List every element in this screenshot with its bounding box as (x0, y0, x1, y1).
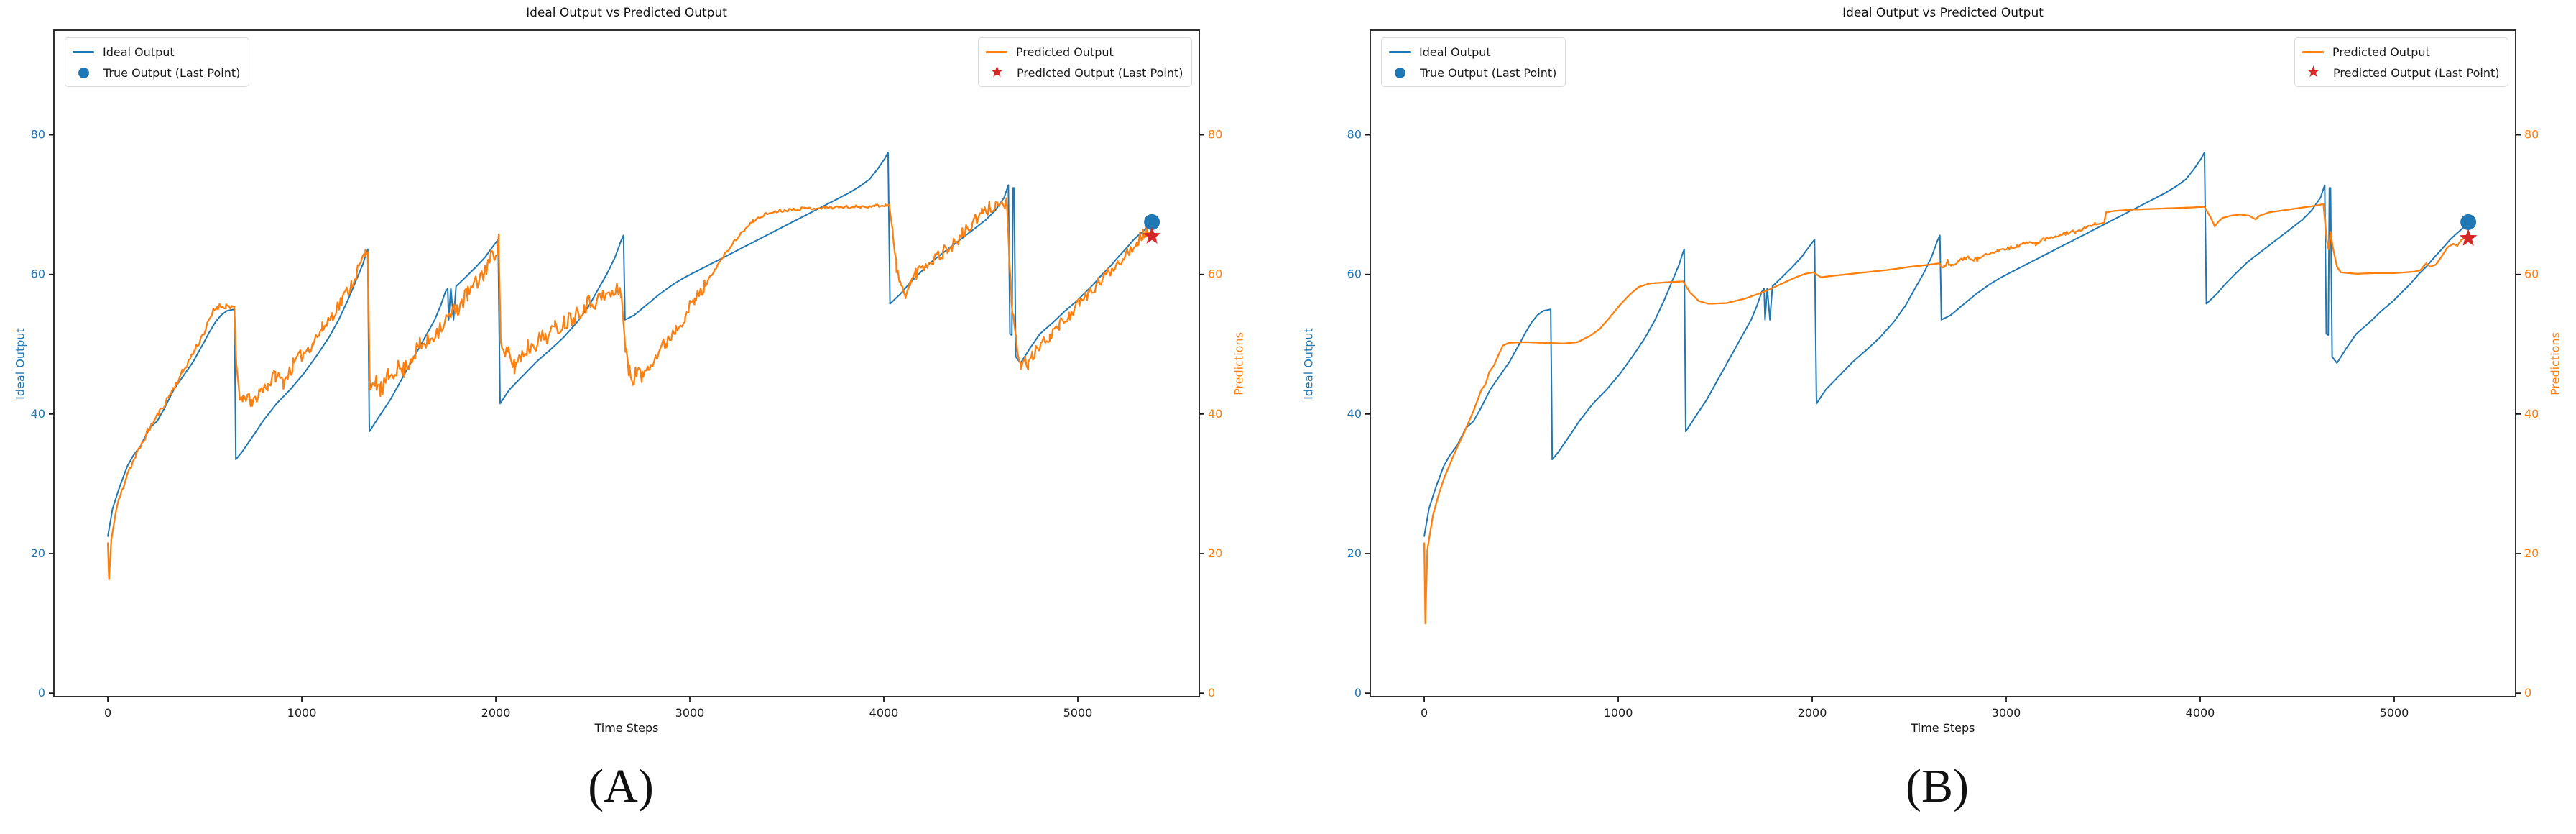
svg-text:3000: 3000 (1992, 706, 2021, 720)
figure-caption-a: (A) (588, 760, 654, 812)
legend-ideal-output: Ideal Output True Output (Last Point) (1381, 37, 1566, 87)
svg-text:3000: 3000 (675, 706, 705, 720)
svg-text:80: 80 (31, 128, 45, 142)
y-axis-label-left: Ideal Output (13, 327, 27, 400)
y-axis-label-right: Predictions (2548, 331, 2562, 395)
legend-label: True Output (Last Point) (103, 65, 241, 80)
y-axis-label-left: Ideal Output (1301, 327, 1316, 400)
svg-text:60: 60 (2524, 267, 2539, 281)
star-marker-icon: ★ (2306, 63, 2321, 81)
svg-text:60: 60 (1347, 267, 1362, 281)
plot-area-a: 0 1000 2000 3000 4000 5000 0 20 40 60 80 0 20 40 60 80 (31, 29, 1222, 720)
chart-title: Ideal Output vs Predicted Output (1842, 6, 2044, 20)
x-axis-label: Time Steps (594, 721, 659, 735)
svg-text:0: 0 (1354, 686, 1362, 700)
legend-row: True Output (Last Point) (1389, 65, 1556, 81)
line-swatch-icon (2302, 50, 2324, 53)
svg-text:80: 80 (2524, 128, 2539, 142)
svg-text:60: 60 (1208, 267, 1222, 281)
legend-label: Predicted Output (Last Point) (2333, 65, 2500, 80)
figure-caption-b: (B) (1906, 760, 1969, 812)
svg-text:20: 20 (1208, 546, 1222, 560)
svg-text:40: 40 (31, 407, 45, 421)
legend-label: Predicted Output (2332, 45, 2430, 59)
star-marker-icon: ★ (989, 63, 1005, 81)
svg-text:2000: 2000 (481, 706, 511, 720)
svg-text:40: 40 (1208, 407, 1222, 421)
legend-row: Predicted Output (2302, 44, 2499, 60)
legend-predicted-output: Predicted Output ★ Predicted Output (Las… (978, 37, 1193, 87)
x-axis-label: Time Steps (1911, 721, 1975, 735)
legend-label: Ideal Output (1419, 45, 1491, 59)
chart-panel-b: 0 1000 2000 3000 4000 5000 0 20 40 60 80 0 20 40 60 80 … (1288, 0, 2576, 834)
svg-text:0: 0 (1421, 706, 1428, 720)
line-swatch-icon (1389, 50, 1411, 53)
line-swatch-icon (986, 50, 1007, 53)
legend-label: Ideal Output (103, 45, 175, 59)
svg-text:5000: 5000 (1063, 706, 1093, 720)
svg-text:20: 20 (2524, 546, 2539, 560)
legend-row: ★ Predicted Output (Last Point) (2302, 63, 2500, 81)
line-swatch-icon (73, 50, 94, 53)
svg-text:2000: 2000 (1798, 706, 1827, 720)
legend-label: Predicted Output (Last Point) (1017, 65, 1183, 80)
dot-marker-icon (78, 67, 89, 78)
svg-text:80: 80 (1208, 128, 1222, 142)
plot-area-b: 0 1000 2000 3000 4000 5000 0 20 40 60 80 0 20 40 60 80 (1347, 29, 2539, 720)
svg-text:0: 0 (38, 686, 45, 700)
legend-ideal-output: Ideal Output True Output (Last Point) (65, 37, 250, 87)
legend-predicted-output: Predicted Output ★ Predicted Output (Las… (2294, 37, 2509, 87)
chart-panel-a: 0 1000 2000 3000 4000 5000 0 20 40 60 80 0 20 40 60 80 … (13, 6, 1246, 812)
legend-row: ★ Predicted Output (Last Point) (986, 65, 1183, 81)
svg-text:20: 20 (1347, 546, 1362, 560)
legend-row: Ideal Output (1389, 44, 1556, 60)
svg-text:60: 60 (31, 267, 45, 281)
y-axis-label-right: Predictions (1232, 331, 1246, 395)
legend-row: Predicted Output (986, 44, 1183, 60)
legend-row: Ideal Output (73, 44, 240, 60)
svg-text:5000: 5000 (2380, 706, 2409, 720)
svg-text:1000: 1000 (287, 706, 317, 720)
svg-text:40: 40 (1347, 407, 1362, 421)
svg-text:1000: 1000 (1604, 706, 1633, 720)
legend-label: Predicted Output (1016, 45, 1114, 59)
svg-text:4000: 4000 (869, 706, 899, 720)
svg-text:80: 80 (1347, 128, 1362, 142)
svg-text:40: 40 (2524, 407, 2539, 421)
legend-row: True Output (Last Point) (73, 65, 240, 81)
svg-text:0: 0 (1208, 686, 1215, 700)
svg-text:0: 0 (104, 706, 111, 720)
dot-marker-icon (1395, 67, 1405, 78)
svg-text:20: 20 (31, 546, 45, 560)
svg-text:4000: 4000 (2186, 706, 2215, 720)
legend-label: True Output (Last Point) (1420, 65, 1557, 80)
chart-title: Ideal Output vs Predicted Output (526, 6, 727, 20)
svg-text:0: 0 (2524, 686, 2531, 700)
